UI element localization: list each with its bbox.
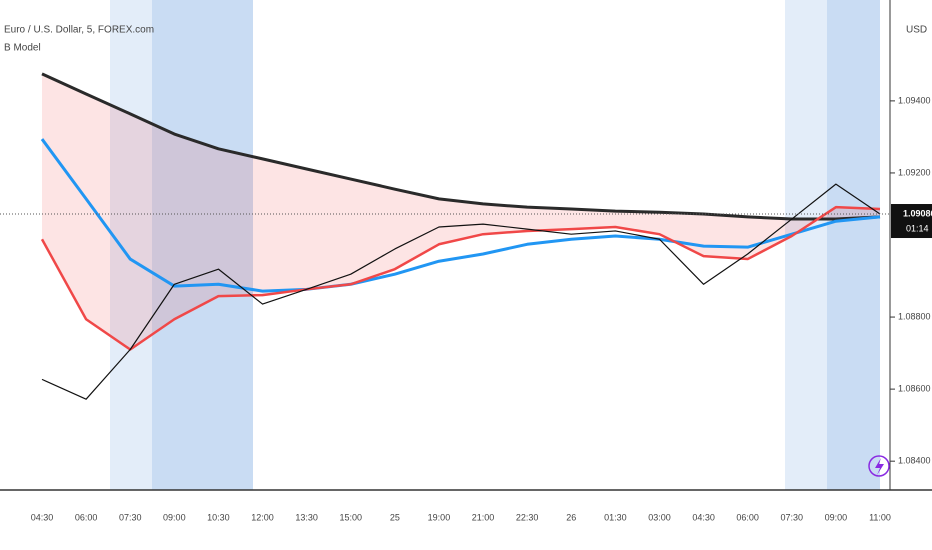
y-tick-label: 1.09200	[898, 167, 931, 177]
x-tick-label: 06:00	[736, 512, 759, 522]
x-tick-label: 06:00	[75, 512, 98, 522]
x-tick-label: 15:00	[339, 512, 362, 522]
x-tick-label: 25	[390, 512, 400, 522]
y-tick-label: 1.08400	[898, 456, 931, 466]
x-tick-label: 12:00	[251, 512, 274, 522]
session-band	[152, 0, 253, 490]
x-tick-label: 11:00	[869, 512, 891, 522]
currency: USD	[906, 25, 927, 36]
y-tick-label: 1.08800	[898, 311, 931, 321]
y-tick-label: 1.08600	[898, 383, 931, 393]
session-band	[785, 0, 827, 490]
series-line	[41, 183, 881, 400]
series-line	[40, 138, 881, 293]
x-tick-label: 03:00	[648, 512, 671, 522]
x-tick-label: 22:30	[516, 512, 539, 522]
session-band	[827, 0, 880, 490]
x-tick-label: 26	[566, 512, 576, 522]
x-tick-label: 07:30	[119, 512, 142, 522]
last-price-box	[891, 204, 932, 239]
x-tick-label: 09:00	[163, 512, 186, 522]
chart-title: Euro / U.S. Dollar, 5, FOREX.com	[4, 25, 154, 36]
x-tick-label: 09:00	[825, 512, 848, 522]
alert-bolt	[875, 458, 884, 475]
plot	[40, 72, 881, 400]
indicator-name: B Model	[4, 43, 41, 54]
x-tick-label: 13:30	[295, 512, 318, 522]
x-tick-label: 19:00	[428, 512, 451, 522]
x-tick-label: 04:30	[31, 512, 54, 522]
x-tick-label: 07:30	[781, 512, 804, 522]
x-tick-label: 10:30	[207, 512, 230, 522]
ma-fill	[42, 73, 880, 350]
session-band	[110, 0, 152, 490]
x-tick-label: 21:00	[472, 512, 495, 522]
x-tick-label: 01:30	[604, 512, 627, 522]
series-line	[41, 72, 881, 221]
y-tick-label: 1.09400	[898, 95, 931, 105]
countdown: 01:14	[906, 223, 929, 233]
alert-icon[interactable]	[868, 455, 890, 477]
last-price-label: 1.09086	[903, 208, 932, 218]
x-tick-label: 04:30	[692, 512, 715, 522]
